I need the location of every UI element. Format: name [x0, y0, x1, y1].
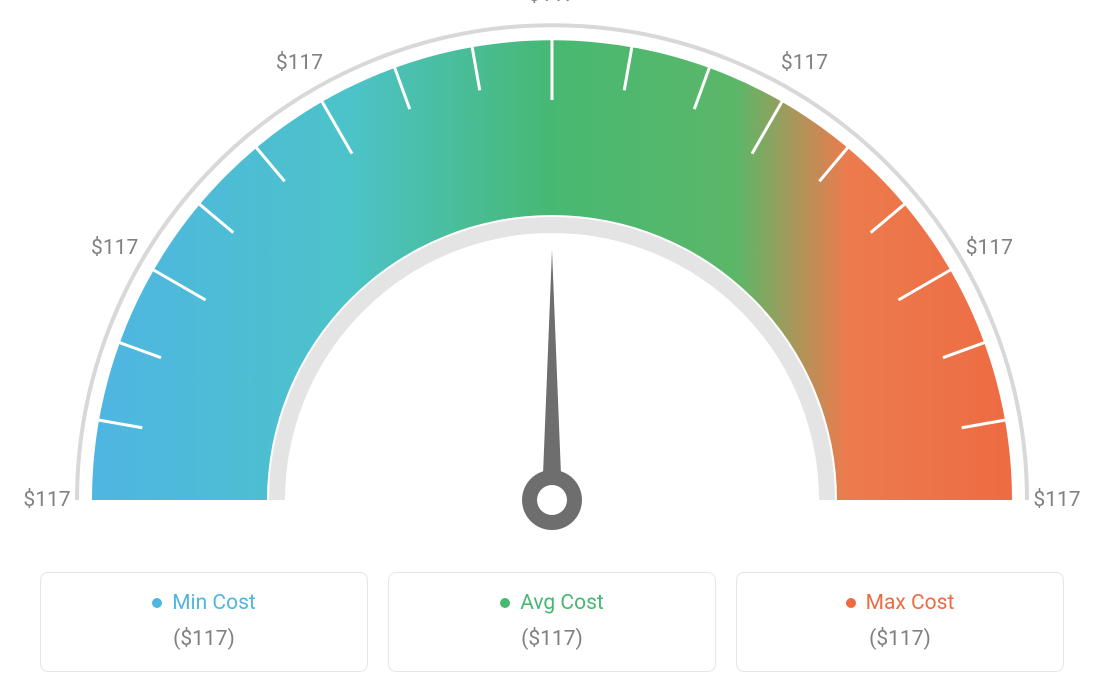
legend-card-min: Min Cost ($117)	[40, 572, 368, 672]
legend-value-avg: ($117)	[399, 627, 705, 651]
legend-title-min: Min Cost	[152, 591, 256, 615]
legend-card-max: Max Cost ($117)	[736, 572, 1064, 672]
gauge-tick-label: $117	[1033, 488, 1080, 512]
legend-card-avg: Avg Cost ($117)	[388, 572, 716, 672]
gauge-tick-label: $117	[91, 236, 138, 260]
cost-gauge: $117 $117 $117 $117 $117 $117 $117	[0, 0, 1104, 560]
legend-label-avg: Avg Cost	[520, 591, 604, 615]
legend-label-min: Min Cost	[172, 591, 256, 615]
legend-dot-max	[846, 598, 856, 608]
legend-title-avg: Avg Cost	[500, 591, 604, 615]
legend-value-min: ($117)	[51, 627, 357, 651]
gauge-tick-label: $117	[781, 51, 828, 75]
gauge-tick-label: $117	[276, 51, 323, 75]
legend-title-max: Max Cost	[846, 591, 955, 615]
legend-label-max: Max Cost	[866, 591, 955, 615]
legend-dot-min	[152, 598, 162, 608]
gauge-tick-label: $117	[23, 488, 70, 512]
legend-value-max: ($117)	[747, 627, 1053, 651]
legend-row: Min Cost ($117) Avg Cost ($117) Max Cost…	[40, 572, 1064, 672]
gauge-tick-label: $117	[966, 236, 1013, 260]
gauge-svg	[0, 0, 1104, 560]
gauge-tick-label: $117	[528, 0, 575, 7]
legend-dot-avg	[500, 598, 510, 608]
